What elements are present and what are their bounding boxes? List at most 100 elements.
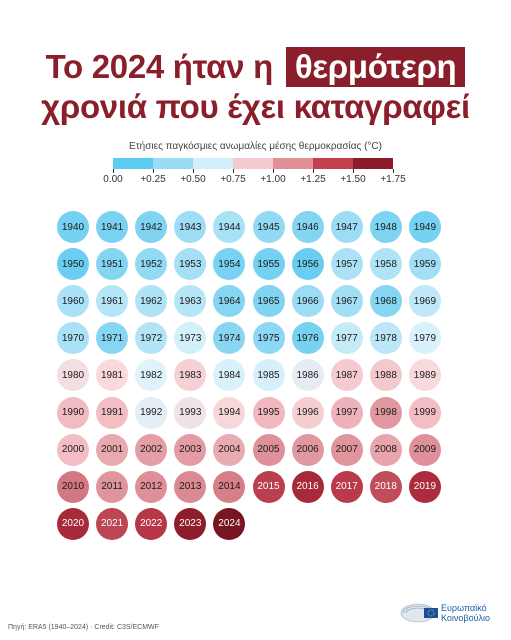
year-cell-2022: 2022 [135, 507, 168, 540]
year-cell-1985: 1985 [252, 359, 285, 392]
year-cell-1957: 1957 [330, 248, 363, 281]
year-cell-1963: 1963 [174, 285, 207, 318]
year-cell-1941: 1941 [96, 211, 129, 243]
year-cell-2014: 2014 [213, 470, 246, 503]
year-cell-2008: 2008 [369, 433, 402, 466]
year-cell-1965: 1965 [252, 285, 285, 318]
year-cell-1961: 1961 [96, 285, 129, 318]
year-cell-1969: 1969 [408, 285, 441, 318]
year-cell-2017: 2017 [330, 470, 363, 503]
year-cell-1946: 1946 [291, 211, 324, 243]
legend-segment [313, 158, 353, 169]
year-cell-1956: 1956 [291, 248, 324, 281]
year-cell-1944: 1944 [213, 211, 246, 243]
logo-line-1: Ευρωπαϊκό [441, 603, 487, 613]
year-cell-1942: 1942 [135, 211, 168, 243]
year-cell-1953: 1953 [174, 248, 207, 281]
year-cell-1978: 1978 [369, 322, 402, 355]
year-cell-1980: 1980 [57, 359, 89, 392]
year-cell-1975: 1975 [252, 322, 285, 355]
year-cell-1945: 1945 [252, 211, 285, 243]
year-cell-2019: 2019 [408, 470, 441, 503]
logo-text: Ευρωπαϊκό Κοινοβούλιο [441, 603, 490, 623]
source-credit: Πηγή: ERA5 (1940–2024) · Credit: C3S/ECM… [8, 624, 159, 631]
year-cell-2010: 2010 [57, 470, 89, 503]
title-prefix: Το 2024 ήταν η [45, 48, 274, 85]
year-cell-1952: 1952 [135, 248, 168, 281]
year-cell-1973: 1973 [174, 322, 207, 355]
year-cell-1967: 1967 [330, 285, 363, 318]
year-cell-1964: 1964 [213, 285, 246, 318]
title-highlight: θερμότερη [285, 47, 466, 87]
year-cell-1972: 1972 [135, 322, 168, 355]
year-cell-2020: 2020 [57, 507, 89, 540]
year-cell-1987: 1987 [330, 359, 363, 392]
year-cell-1994: 1994 [213, 396, 246, 429]
year-cell-1962: 1962 [135, 285, 168, 318]
year-cell-2011: 2011 [96, 470, 129, 503]
legend-segment [113, 158, 153, 169]
year-cell-2023: 2023 [174, 507, 207, 540]
legend-segment [233, 158, 273, 169]
year-cell-1982: 1982 [135, 359, 168, 392]
logo-line-2: Κοινοβούλιο [441, 613, 491, 623]
year-cell-1943: 1943 [174, 211, 207, 243]
year-cell-2005: 2005 [252, 433, 285, 466]
legend-segment [353, 158, 393, 169]
year-cell-2000: 2000 [57, 433, 89, 466]
year-cell-2024: 2024 [213, 507, 246, 540]
year-cell-1998: 1998 [369, 396, 402, 429]
year-cell-2007: 2007 [330, 433, 363, 466]
year-cell-2002: 2002 [135, 433, 168, 466]
year-cell-2001: 2001 [96, 433, 129, 466]
year-cell-1990: 1990 [57, 396, 89, 429]
year-cell-1951: 1951 [96, 248, 129, 281]
year-cell-2018: 2018 [369, 470, 402, 503]
year-cell-1996: 1996 [291, 396, 324, 429]
year-cell-1947: 1947 [330, 211, 363, 243]
year-cell-1989: 1989 [408, 359, 441, 392]
year-cell-1997: 1997 [330, 396, 363, 429]
year-cell-1993: 1993 [174, 396, 207, 429]
year-cell-1991: 1991 [96, 396, 129, 429]
year-cell-1983: 1983 [174, 359, 207, 392]
year-cell-1954: 1954 [213, 248, 246, 281]
legend-title: Ετήσιες παγκόσμιες ανωμαλίες μέσης θερμο… [129, 141, 382, 152]
legend-segment [273, 158, 313, 169]
legend-segment [193, 158, 233, 169]
page-title-line-1: Το 2024 ήταν η θερμότερη [0, 47, 511, 87]
year-cell-1979: 1979 [408, 322, 441, 355]
year-cell-1995: 1995 [252, 396, 285, 429]
year-cell-1988: 1988 [369, 359, 402, 392]
european-parliament-logo-icon [400, 603, 438, 623]
year-cell-1940: 1940 [57, 211, 89, 243]
year-cell-1958: 1958 [369, 248, 402, 281]
year-cell-1976: 1976 [291, 322, 324, 355]
year-cell-1968: 1968 [369, 285, 402, 318]
year-cell-1960: 1960 [57, 285, 89, 318]
year-cell-2004: 2004 [213, 433, 246, 466]
year-cell-1999: 1999 [408, 396, 441, 429]
page-title-line-2: χρονιά που έχει καταγραφεί [41, 88, 470, 125]
year-cell-2003: 2003 [174, 433, 207, 466]
year-cell-1955: 1955 [252, 248, 285, 281]
legend-color-bar [113, 158, 393, 169]
year-cell-2006: 2006 [291, 433, 324, 466]
year-cell-2015: 2015 [252, 470, 285, 503]
year-cell-1948: 1948 [369, 211, 402, 243]
year-cell-1971: 1971 [96, 322, 129, 355]
year-cell-1981: 1981 [96, 359, 129, 392]
year-cell-1966: 1966 [291, 285, 324, 318]
year-cell-1949: 1949 [408, 211, 441, 243]
year-cell-1984: 1984 [213, 359, 246, 392]
year-cell-1950: 1950 [57, 248, 89, 281]
year-cell-1959: 1959 [408, 248, 441, 281]
year-cell-1977: 1977 [330, 322, 363, 355]
year-cell-2012: 2012 [135, 470, 168, 503]
year-cell-1992: 1992 [135, 396, 168, 429]
year-cell-2013: 2013 [174, 470, 207, 503]
year-cell-1970: 1970 [57, 322, 89, 355]
year-cell-1974: 1974 [213, 322, 246, 355]
legend-segment [153, 158, 193, 169]
